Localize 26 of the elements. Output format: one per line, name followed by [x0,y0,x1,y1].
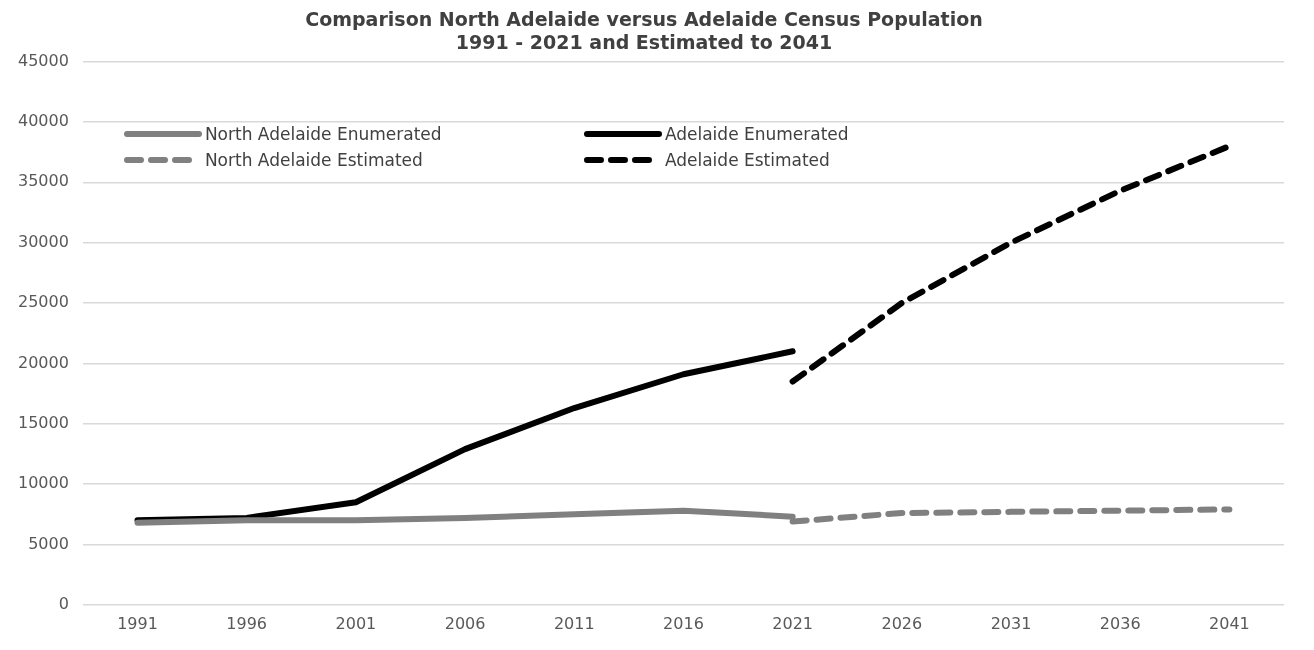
y-tick-label: 35000 [17,171,69,191]
x-tick-label: 2021 [772,613,813,633]
chart-title: Comparison North Adelaide versus Adelaide Census Population 1991 - 2021 and Estimated to 2041 [305,8,983,54]
y-tick-label: 40000 [17,111,69,131]
x-tick-label: 2031 [990,613,1032,633]
x-tick-label: 1991 [117,613,158,633]
y-tick-label: 10000 [17,473,69,493]
y-tick-label: 20000 [17,352,69,372]
x-tick-label: 1996 [226,613,268,633]
y-tick-label: 15000 [17,412,69,432]
y-tick-label: 5000 [28,533,69,553]
x-tick-label: 2026 [881,613,923,633]
x-tick-label: 2011 [553,613,595,633]
legend-label: North Adelaide Enumerated [204,123,442,144]
x-tick-label: 2041 [1209,613,1250,633]
x-tick-label: 2006 [444,613,486,633]
legend-label: Adelaide Estimated [664,149,830,170]
x-tick-label: 2036 [1099,613,1141,633]
y-tick-label: 0 [58,593,69,613]
legend-label: Adelaide Enumerated [664,123,849,144]
x-tick-label: 2016 [663,613,704,633]
y-tick-label: 45000 [17,50,69,70]
y-tick-label: 30000 [17,231,69,251]
legend-label: North Adelaide Estimated [204,149,423,170]
x-tick-label: 2001 [335,613,377,633]
y-tick-label: 25000 [17,292,69,312]
